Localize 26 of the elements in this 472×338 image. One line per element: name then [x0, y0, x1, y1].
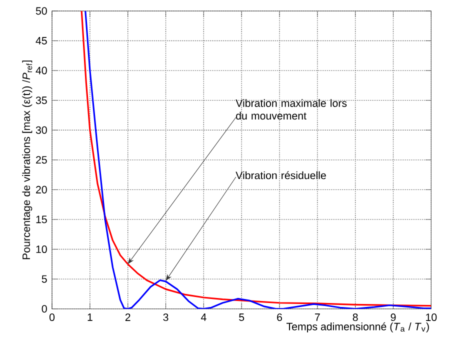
x-tick-label: 8 — [352, 314, 358, 322]
x-tick-label: 6 — [277, 314, 282, 322]
y-tick-label: 5 — [42, 275, 47, 283]
x-tick-label: 7 — [315, 314, 320, 321]
x-tick-label: 1 — [88, 314, 92, 321]
x-tick-label: 4 — [200, 314, 206, 321]
y-tick-label: 0 — [42, 305, 47, 313]
y-tick-label: 40 — [36, 66, 47, 74]
x-tick-label: 9 — [390, 314, 396, 322]
y-tick-label: 10 — [36, 246, 47, 254]
x-tick-label: 5 — [239, 314, 244, 322]
y-axis-title: Pourcentage de vibrations [max (ε(t)) /P$_{ref}$] — [22, 60, 32, 260]
x-tick-label: 10 — [426, 314, 437, 322]
x-tick-label: 2 — [125, 314, 130, 322]
y-tick-label: 35 — [36, 96, 47, 104]
y-tick-label: 50 — [36, 7, 47, 15]
x-tick-label: 3 — [163, 314, 168, 322]
y-tick-label: 25 — [36, 156, 47, 164]
y-tick-label: 20 — [36, 186, 47, 194]
y-tick-label: 45 — [36, 37, 47, 45]
annotation: Vibration résiduelle — [236, 171, 326, 180]
x-tick-label: 0 — [49, 314, 55, 322]
y-tick-label: 15 — [36, 216, 47, 224]
y-tick-label: 30 — [36, 126, 47, 134]
annotation: Vibration maximale lors du mouvement — [236, 99, 347, 120]
x-axis-title: Temps adimensionné (T$_{a}$ / T$_{v}$) — [286, 322, 429, 332]
